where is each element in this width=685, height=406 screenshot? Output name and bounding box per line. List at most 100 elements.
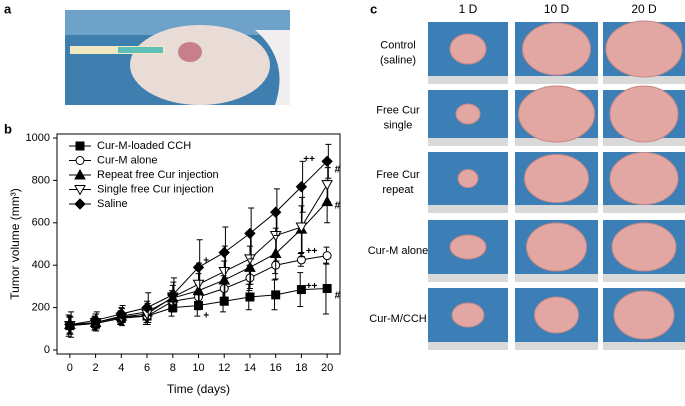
- x-tick-label: 14: [244, 362, 256, 374]
- row-label: Free Cur: [376, 104, 420, 116]
- tumor-photo: [515, 220, 598, 282]
- x-tick-label: 16: [270, 362, 282, 374]
- annotation: ++: [306, 281, 318, 292]
- photo-ruler: [428, 342, 508, 350]
- tumor: [609, 152, 679, 205]
- x-axis-label: Time (days): [167, 382, 230, 396]
- data-point: [64, 318, 76, 331]
- data-point: [322, 251, 332, 261]
- data-point: [296, 285, 306, 295]
- tumor-photo: [428, 90, 508, 146]
- panel-label: c: [370, 1, 377, 16]
- row-label: Cur-M/CCH: [369, 313, 426, 325]
- tumor: [451, 302, 485, 328]
- tumor-photo: [515, 22, 598, 84]
- x-tick-label: 2: [93, 362, 99, 374]
- tumor-photo: [603, 152, 685, 213]
- data-point: [218, 267, 231, 278]
- tumor-photo: [428, 288, 508, 350]
- tumor: [613, 290, 675, 340]
- legend-label: Saline: [97, 198, 128, 210]
- tumor: [449, 33, 487, 65]
- column-header: 20 D: [631, 2, 657, 16]
- annotation: #: [335, 164, 341, 175]
- tumor: [605, 20, 683, 78]
- photo-ruler: [515, 274, 598, 282]
- data-point: [245, 292, 255, 302]
- x-tick-label: 4: [118, 362, 124, 374]
- tumor-photo: [603, 85, 685, 146]
- tumor-photo: [428, 152, 508, 213]
- row-label: Free Cur: [376, 169, 420, 181]
- data-point: [218, 274, 231, 285]
- annotation: #: [335, 200, 341, 211]
- x-tick-label: 18: [295, 362, 307, 374]
- y-tick-label: 1000: [26, 132, 50, 144]
- photo-ruler: [428, 138, 508, 146]
- data-point: [141, 301, 153, 314]
- data-point: [296, 255, 306, 265]
- y-tick-label: 200: [32, 302, 50, 314]
- legend-marker: [74, 168, 86, 180]
- photo-ruler: [515, 76, 598, 84]
- row-label: Control: [380, 39, 415, 51]
- data-point: [89, 314, 102, 327]
- legend-label: Repeat free Cur injection: [97, 169, 219, 181]
- row-label: Cur-M alone: [368, 245, 429, 257]
- tumor: [534, 296, 579, 334]
- annotation: ++: [306, 246, 318, 257]
- legend-marker: [75, 141, 85, 151]
- annotation: ++: [303, 154, 315, 165]
- x-tick-label: 6: [144, 362, 150, 374]
- photo-ruler: [428, 205, 508, 213]
- photo-ruler: [603, 205, 685, 213]
- x-tick-label: 0: [67, 362, 73, 374]
- tumor: [526, 222, 587, 272]
- y-tick-label: 0: [44, 344, 50, 356]
- annotation: +: [203, 256, 209, 267]
- photo-ruler: [603, 342, 685, 350]
- tumor: [524, 154, 589, 203]
- tumor-photo: [603, 20, 685, 84]
- photo-a: [65, 10, 290, 105]
- tumor: [522, 22, 591, 76]
- legend-label: Cur-M-loaded CCH: [97, 140, 191, 152]
- tumor: [449, 234, 487, 260]
- panel-label: a: [4, 1, 12, 16]
- tumor-photo: [428, 22, 508, 84]
- legend: Cur-M-loaded CCH Cur-M alone Repeat free C…: [69, 140, 219, 210]
- data-point: [218, 246, 230, 259]
- column-header: 10 D: [544, 2, 570, 16]
- x-tick-label: 20: [321, 362, 333, 374]
- panel-label: b: [4, 121, 12, 136]
- data-point: [295, 222, 308, 234]
- data-point: [322, 284, 332, 294]
- photo-ruler: [515, 342, 598, 350]
- data-point: [244, 261, 256, 272]
- y-tick-label: 400: [32, 259, 50, 271]
- data-point: [321, 180, 333, 191]
- x-tick-label: 8: [170, 362, 176, 374]
- tumor-photo: [515, 152, 598, 213]
- legend-marker: [75, 156, 85, 165]
- column-header: 1 D: [459, 2, 478, 16]
- row-label: repeat: [382, 184, 413, 196]
- legend-marker: [74, 185, 86, 196]
- data-point: [192, 279, 205, 291]
- y-tick-label: 600: [32, 217, 50, 229]
- y-tick-label: 800: [32, 174, 50, 186]
- tumor-photo: [428, 220, 508, 282]
- photo-ruler: [603, 76, 685, 84]
- legend-label: Single free Cur injection: [97, 183, 214, 195]
- x-tick-label: 12: [218, 362, 230, 374]
- annotation: +: [203, 311, 209, 322]
- data-point: [244, 227, 256, 240]
- photo-ruler: [515, 205, 598, 213]
- tumor: [518, 85, 595, 143]
- data-point: [192, 261, 205, 274]
- tumor: [609, 85, 679, 143]
- tumor-photo: [603, 220, 685, 282]
- tumor-photo: [515, 288, 598, 350]
- legend-marker: [74, 198, 86, 210]
- data-point: [269, 206, 282, 218]
